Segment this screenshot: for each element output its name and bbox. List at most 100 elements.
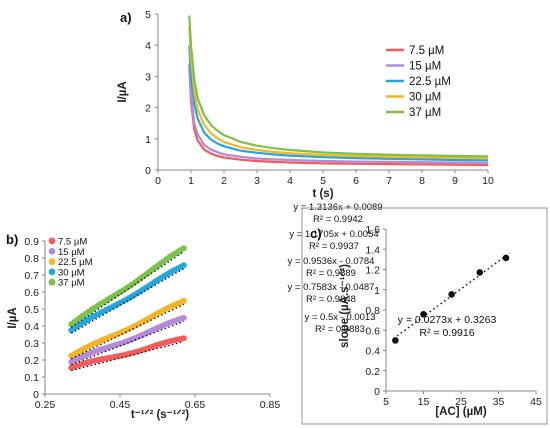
- panel-a-x-tick-label: 1: [188, 175, 194, 187]
- panel-a-y-axis-label: I/µA: [117, 81, 129, 102]
- panel-b-legend-swatch: [48, 237, 56, 245]
- panel-b-y-axis-label: I/µA: [7, 307, 19, 328]
- panel-a-series-line: [188, 65, 489, 167]
- panel-c-data-point: [476, 269, 484, 276]
- panel-c-data-point: [420, 310, 427, 318]
- panel-a-x-tick-label: 5: [320, 175, 326, 187]
- panel-c-data-point: [502, 254, 510, 262]
- panel-a-series-line: [188, 45, 489, 162]
- panel-c-label: c): [310, 226, 322, 241]
- panel-b-y-tick-label: 0.8: [24, 253, 39, 265]
- panel-c-y-tick-label: 0: [374, 386, 380, 398]
- panel-c-y-tick-label: 0.4: [365, 346, 380, 358]
- panel-b-data-point: [180, 262, 187, 269]
- panel-b-trendline-equation: y = 1.1705x + 0.0054: [289, 229, 378, 240]
- panel-c-x-tick-label: 25: [455, 396, 467, 408]
- panel-a-y-tick-label: 4: [145, 40, 151, 52]
- panel-c-y-axis-label: slope (µA.s⁻¹ᐟ²): [339, 264, 351, 348]
- panel-b-legend-swatch: [48, 278, 56, 286]
- panel-c-y-tick-label: 1.2: [365, 265, 380, 277]
- panel-a-x-tick-label: 2: [221, 175, 227, 187]
- panel-b-x-tick-label: 0.45: [110, 399, 131, 411]
- panel-b-y-tick-label: 0.3: [24, 338, 39, 350]
- panel-b-x-tick-label: 0.85: [260, 399, 281, 411]
- panel-b-y-tick-label: 0.9: [24, 236, 39, 248]
- panel-c-y-tick-label: 0.6: [365, 325, 380, 337]
- panel-c-trendline-equation: y = 0.0273x + 0.3263: [398, 314, 497, 326]
- panel-a-legend-label: 37 µM: [409, 107, 441, 119]
- panel-b-legend-swatch: [48, 268, 56, 276]
- panel-c-x-tick-label: 15: [418, 396, 430, 408]
- panel-b-y-tick-label: 0.5: [24, 304, 39, 316]
- panel-b-x-tick-label: 0.25: [35, 399, 56, 411]
- panel-c-frame: [301, 207, 548, 425]
- panel-c-y-tick-label: 0.8: [365, 305, 380, 317]
- panel-a-legend-label: 30 µM: [409, 92, 441, 104]
- panel-a-x-axis-label: t (s): [312, 188, 333, 200]
- panel-b-y-tick-label: 0: [33, 389, 39, 401]
- panel-b-data-point: [180, 314, 187, 321]
- panel-b-y-tick-label: 0.7: [24, 270, 39, 282]
- panel-a-series-line: [188, 26, 489, 160]
- panel-c-y-tick-label: 1.4: [365, 244, 380, 256]
- panel-a-legend-label: 15 µM: [409, 61, 441, 73]
- panel-b-trendline-equation: y = 0.5x - 0.0013: [304, 312, 375, 323]
- panel-a-x-tick-label: 7: [386, 175, 392, 187]
- panel-b-trendline-equation: y = 0.9536x - 0.0784: [288, 256, 375, 267]
- panel-c-x-axis-label: [AC] (µM): [435, 406, 486, 418]
- panel-a-series-line: [188, 63, 489, 164]
- panel-b-x-tick-label: 0.65: [185, 399, 206, 411]
- panel-a-y-tick-label: 0: [145, 165, 151, 177]
- panel-b-trendline: [70, 268, 185, 334]
- panel-c-y-tick-label: 1: [374, 285, 380, 297]
- panel-b-trendline-equation: y = 0.7583x - 0.0487: [288, 282, 375, 293]
- panel-a-series-line: [188, 15, 489, 158]
- panel-c-data-point: [448, 291, 455, 298]
- panel-a-x-tick-label: 9: [452, 175, 458, 187]
- panel-a-y-tick-label: 1: [145, 134, 151, 146]
- panel-b-trendline: [71, 320, 184, 366]
- panel-b-trendline: [70, 251, 185, 328]
- panel-b-legend-label: 15 µM: [58, 247, 85, 258]
- panel-b-r-squared: R² = 0.9889: [306, 268, 356, 279]
- panel-b-legend-label: 37 µM: [58, 278, 85, 289]
- panel-b-r-squared: R² = 0.9883: [315, 324, 365, 335]
- panel-b-r-squared: R² = 0.9937: [309, 241, 359, 252]
- panel-b-y-tick-label: 0.4: [24, 321, 39, 333]
- panel-b-legend-label: 30 µM: [58, 267, 85, 278]
- panel-a-x-tick-label: 6: [353, 175, 359, 187]
- panel-b-legend-label: 22.5 µM: [58, 257, 93, 268]
- panel-b-y-tick-label: 0.2: [24, 355, 39, 367]
- panel-c-x-tick-label: 45: [530, 396, 542, 408]
- panel-a-legend-label: 7.5 µM: [409, 45, 444, 57]
- panel-b-r-squared: R² = 0.9848: [306, 294, 356, 305]
- panel-b-data-point: [180, 245, 187, 252]
- panel-b-data-point: [180, 297, 187, 304]
- panel-a-y-tick-label: 5: [145, 9, 151, 21]
- panel-b-legend-swatch: [48, 247, 56, 255]
- panel-b-r-squared: R² = 0.9942: [313, 214, 363, 225]
- panel-a-y-tick-label: 3: [145, 71, 151, 83]
- panel-b-x-axis-label: t⁻¹ᐟ² (s⁻¹ᐟ²): [131, 409, 189, 421]
- panel-b-y-tick-label: 0.1: [24, 372, 39, 384]
- panel-b-label: b): [6, 232, 18, 247]
- panel-c-x-tick-label: 35: [493, 396, 505, 408]
- panel-a-x-tick-label: 3: [254, 175, 260, 187]
- panel-a-x-tick-label: 8: [419, 175, 425, 187]
- panel-b-data-point: [180, 335, 187, 342]
- panel-a-y-tick-label: 2: [145, 103, 151, 115]
- panel-c-y-tick-label: 0.2: [365, 366, 380, 378]
- panel-a-label: a): [120, 10, 132, 25]
- panel-c-r-squared: R² = 0.9916: [419, 327, 474, 339]
- panel-c-y-tick-label: 1.6: [365, 224, 380, 236]
- panel-c-data-point: [392, 337, 399, 344]
- panel-a-x-tick-label: 10: [482, 175, 494, 187]
- panel-b-legend-label: 7.5 µM: [58, 237, 87, 248]
- panel-c-x-tick-label: 5: [383, 396, 389, 408]
- panel-b-trendline: [71, 341, 184, 372]
- panel-b-y-tick-label: 0.6: [24, 287, 39, 299]
- panel-b-legend-swatch: [48, 258, 56, 265]
- panel-a-x-tick-label: 4: [287, 175, 293, 187]
- panel-a-x-tick-label: 0: [155, 175, 161, 187]
